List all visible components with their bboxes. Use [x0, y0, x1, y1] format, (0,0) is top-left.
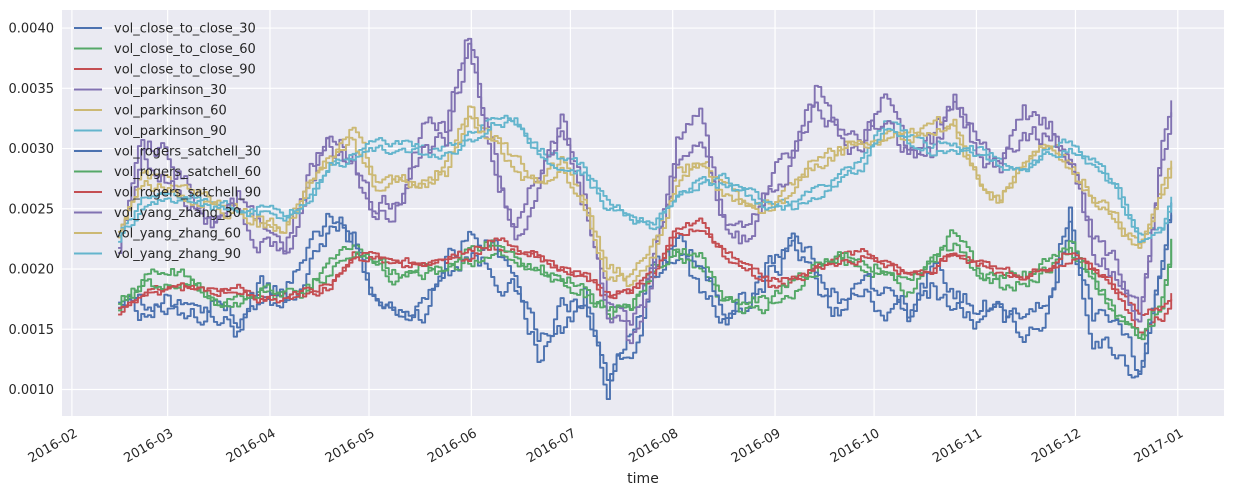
legend: vol_close_to_close_30 vol_close_to_close_…	[74, 22, 261, 262]
x-tick-label: 2016-05	[323, 426, 378, 466]
x-axis-label: time	[627, 471, 659, 487]
series-line-vol-parkinson-60	[118, 105, 1173, 280]
series-line-vol-rogers-satchell-60	[118, 238, 1173, 339]
x-tick-label: 2016-09	[729, 426, 784, 466]
plot-background	[62, 10, 1224, 416]
y-tick-label: 0.0020	[9, 263, 55, 278]
legend-entry-label: vol_close_to_close_30	[114, 22, 256, 37]
legend-entry-label: vol_parkinson_30	[114, 83, 227, 98]
x-tick-label: 2016-12	[1029, 426, 1084, 466]
y-tick-label: 0.0015	[9, 323, 55, 338]
x-tick-label: 2016-11	[930, 426, 985, 466]
series-line-vol-rogers-satchell-90	[118, 228, 1173, 316]
legend-entry-label: vol_rogers_satchell_90	[114, 186, 261, 201]
legend-entry-label: vol_yang_zhang_60	[114, 227, 241, 242]
series-lines	[118, 37, 1173, 401]
series-line-vol-yang-zhang-60	[118, 115, 1173, 288]
x-tick-label: 2016-07	[524, 426, 579, 466]
legend-entry-label: vol_parkinson_60	[114, 104, 227, 119]
legend-entry-label: vol_parkinson_90	[114, 124, 227, 139]
legend-entry-label: vol_rogers_satchell_30	[114, 145, 261, 160]
y-tick-label: 0.0010	[9, 383, 55, 398]
legend-entry-label: vol_rogers_satchell_60	[114, 165, 261, 180]
legend-entry-label: vol_close_to_close_90	[114, 63, 256, 78]
x-tick-label: 2016-08	[627, 426, 682, 466]
x-tick-label: 2016-06	[425, 426, 480, 466]
y-tick-label: 0.0040	[9, 22, 55, 37]
x-tick-label: 2017-01	[1132, 426, 1187, 466]
y-tick-label: 0.0035	[9, 82, 55, 97]
x-tick-label: 2016-03	[121, 426, 176, 466]
series-line-vol-rogers-satchell-30	[118, 202, 1173, 381]
y-tick-label: 0.0030	[9, 142, 55, 157]
legend-entry-label: vol_yang_zhang_30	[114, 206, 241, 221]
series-line-vol-yang-zhang-90	[118, 119, 1173, 244]
legend-entry-label: vol_yang_zhang_90	[114, 247, 241, 262]
x-tick-label: 2016-10	[828, 426, 883, 466]
x-tick-label: 2016-02	[26, 426, 81, 466]
x-tick-label: 2016-04	[224, 426, 279, 466]
legend-entry-label: vol_close_to_close_60	[114, 42, 256, 57]
y-tick-label: 0.0025	[9, 202, 55, 217]
